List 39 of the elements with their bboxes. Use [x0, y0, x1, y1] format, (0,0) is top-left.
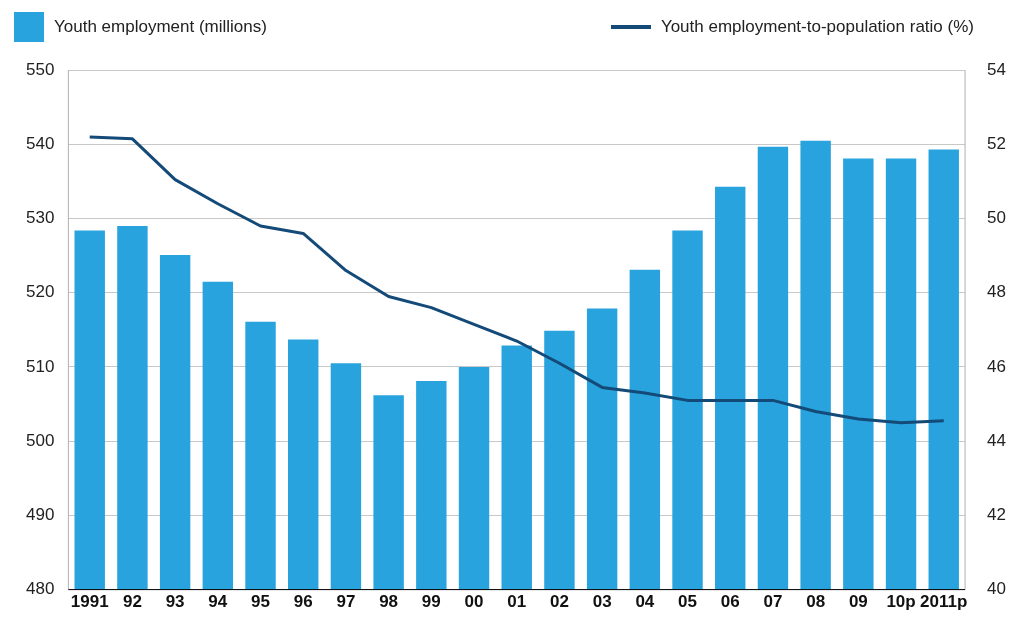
x-tick-label: 06: [720, 592, 740, 612]
y-tick-label: 530: [25, 208, 55, 228]
y2-tick-label: 44: [987, 430, 1007, 450]
y2-tick-label: 50: [987, 208, 1007, 228]
y2-tick-label: 46: [987, 356, 1007, 376]
y2-tick-label: 42: [987, 505, 1007, 525]
x-tick-label: 94: [208, 592, 228, 612]
y-tick-label: 550: [25, 59, 55, 79]
x-tick-label: 04: [635, 592, 655, 612]
legend-label: Youth employment-to-population ratio (%): [660, 17, 974, 37]
y-tick-label: 510: [25, 356, 55, 376]
x-tick-label: 1991: [70, 592, 109, 612]
x-tick-label: 2011p: [920, 592, 968, 612]
y2-tick-label: 48: [987, 282, 1007, 302]
legend-label: Youth employment (millions): [54, 17, 267, 37]
y-tick-label: 480: [25, 579, 55, 599]
y2-tick-label: 40: [987, 579, 1007, 599]
y-tick-label: 540: [25, 134, 55, 154]
x-tick-label: 92: [122, 592, 142, 612]
x-tick-label: 99: [421, 592, 441, 612]
x-tick-label: 98: [379, 592, 399, 612]
y-tick-label: 520: [25, 282, 55, 302]
x-tick-label: 02: [549, 592, 569, 612]
x-tick-label: 96: [293, 592, 313, 612]
x-tick-label: 05: [678, 592, 697, 612]
x-tick-label: 93: [165, 592, 185, 612]
y2-tick-label: 52: [987, 134, 1007, 154]
x-tick-label: 95: [251, 592, 270, 612]
x-tick-label: 01: [507, 592, 527, 612]
y-tick-label: 500: [25, 430, 55, 450]
x-tick-label: 03: [592, 592, 612, 612]
x-tick-label: 00: [464, 592, 484, 612]
y2-tick-label: 54: [987, 59, 1007, 79]
x-tick-label: 10p: [886, 592, 916, 612]
x-tick-label: 08: [806, 592, 826, 612]
x-tick-label: 97: [336, 592, 356, 612]
x-tick-label: 09: [848, 592, 868, 612]
y-tick-label: 490: [25, 505, 55, 525]
x-tick-label: 07: [763, 592, 783, 612]
